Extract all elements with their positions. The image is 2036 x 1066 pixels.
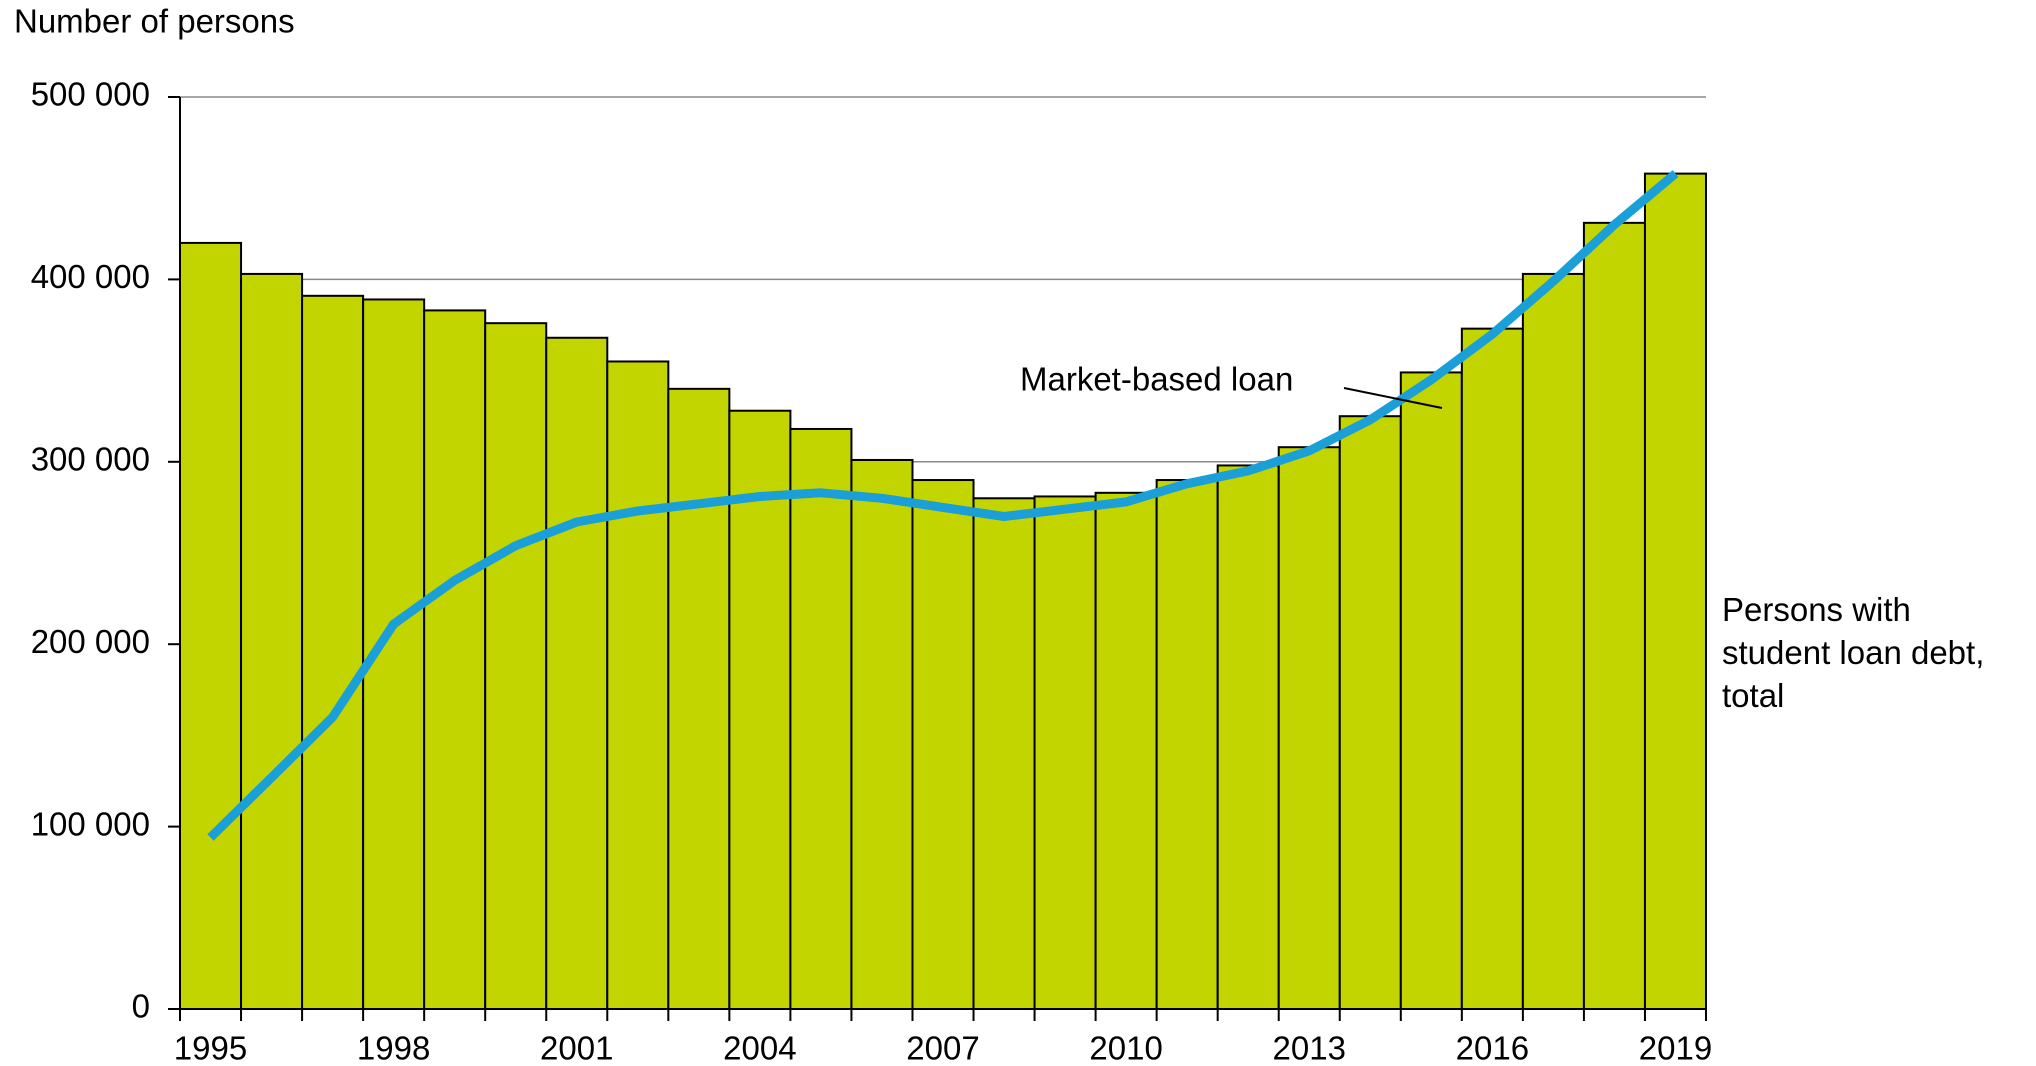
bar <box>179 241 243 1011</box>
x-tick-label: 2010 <box>1089 1030 1162 1066</box>
x-tick-label: 2019 <box>1639 1030 1712 1066</box>
bar <box>1460 327 1524 1010</box>
bar <box>1216 464 1280 1010</box>
bar <box>1155 479 1219 1011</box>
line-series-label: Market-based loan <box>1020 361 1293 398</box>
bar <box>301 294 365 1011</box>
y-tick-label: 400 000 <box>31 258 150 295</box>
x-tick-label: 1995 <box>174 1030 247 1066</box>
y-tick-label: 500 000 <box>31 76 150 113</box>
x-tick-label: 2016 <box>1456 1030 1529 1066</box>
bar <box>606 360 670 1011</box>
bar <box>850 458 914 1010</box>
y-tick-label: 100 000 <box>31 805 150 842</box>
leader-line <box>1343 387 1443 409</box>
bar <box>423 309 487 1010</box>
bar <box>728 409 792 1010</box>
y-tick-label: 200 000 <box>31 623 150 660</box>
y-axis-label: Number of persons <box>14 3 295 40</box>
bar <box>1338 415 1402 1010</box>
line <box>207 170 1679 841</box>
bar <box>484 322 548 1010</box>
bar <box>1582 221 1646 1010</box>
x-tick-label: 1998 <box>357 1030 430 1066</box>
bar <box>1643 172 1707 1011</box>
bar <box>1399 371 1463 1010</box>
bar-series-label: Persons with student loan debt, total <box>1722 591 1985 714</box>
x-tick-label: 2001 <box>540 1030 613 1066</box>
y-tick-label: 300 000 <box>31 441 150 478</box>
bar <box>1277 446 1341 1010</box>
bar <box>240 272 304 1011</box>
y-tick-label: 0 <box>132 988 150 1025</box>
x-tick-label: 2007 <box>906 1030 979 1066</box>
bar <box>972 497 1036 1010</box>
bar <box>789 427 853 1010</box>
bar <box>1033 495 1097 1010</box>
bar <box>667 387 731 1010</box>
bar <box>911 479 975 1011</box>
x-tick-label: 2004 <box>723 1030 796 1066</box>
bar <box>545 336 609 1010</box>
x-tick-label: 2013 <box>1273 1030 1346 1066</box>
bar <box>1521 272 1585 1011</box>
bar <box>1094 491 1158 1011</box>
